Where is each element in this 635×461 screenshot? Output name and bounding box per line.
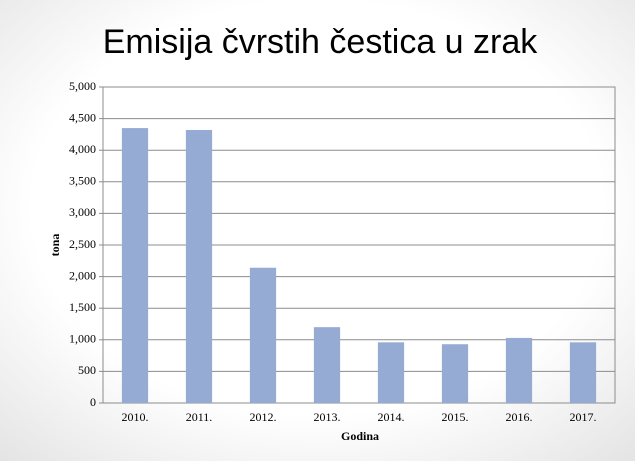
- bar: [377, 342, 405, 403]
- x-tick-label: 2011.: [186, 410, 213, 424]
- y-tick-label: 500: [78, 363, 96, 377]
- y-tick-label: 2,500: [69, 237, 96, 251]
- y-tick-label: 0: [90, 395, 96, 409]
- y-tick-label: 1,000: [69, 332, 96, 346]
- y-tick-label: 4,000: [69, 142, 96, 156]
- y-tick-label: 5,000: [69, 79, 96, 93]
- x-tick-label: 2016.: [506, 410, 533, 424]
- bar: [569, 342, 597, 403]
- x-tick-label: 2012.: [250, 410, 277, 424]
- bar: [185, 129, 213, 403]
- bar: [441, 344, 469, 403]
- x-tick-label: 2017.: [570, 410, 597, 424]
- bar: [313, 327, 341, 403]
- y-tick-label: 3,000: [69, 205, 96, 219]
- x-axis-label: Godina: [341, 429, 379, 443]
- bar: [249, 267, 277, 403]
- x-tick-label: 2010.: [122, 410, 149, 424]
- y-tick-label: 1,500: [69, 300, 96, 314]
- x-tick-label: 2015.: [442, 410, 469, 424]
- bar: [121, 128, 149, 403]
- chart-title: Emisija čvrstih čestica u zrak: [103, 23, 539, 61]
- y-tick-label: 3,500: [69, 174, 96, 188]
- y-axis-label: tona: [48, 234, 62, 257]
- x-tick-label: 2013.: [314, 410, 341, 424]
- bar: [505, 337, 533, 403]
- x-tick-label: 2014.: [378, 410, 405, 424]
- y-tick-label: 2,000: [69, 268, 96, 282]
- y-tick-label: 4,500: [69, 110, 96, 124]
